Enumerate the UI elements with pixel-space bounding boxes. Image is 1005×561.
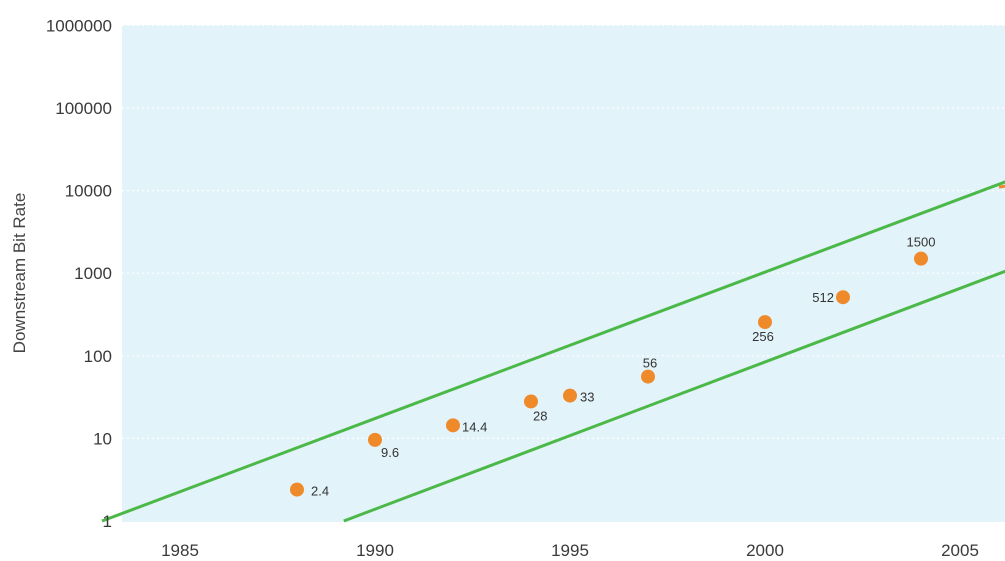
data-point	[446, 418, 460, 433]
trend-line	[101, 180, 1005, 523]
data-label: 9.6	[381, 445, 399, 460]
data-label: 14.4	[462, 419, 487, 434]
data-label: 256	[752, 329, 774, 344]
x-tick-label: 1985	[161, 541, 199, 560]
data-point	[290, 482, 304, 497]
data-point	[914, 251, 928, 266]
x-tick-label: 1995	[551, 541, 589, 560]
y-tick-label: 10	[93, 429, 112, 448]
data-point	[641, 369, 655, 384]
data-label: 2.4	[311, 484, 329, 499]
y-axis-label: Downstream Bit Rate	[10, 193, 29, 354]
data-label: 1500	[907, 235, 936, 250]
x-tick-label: 2000	[746, 541, 784, 560]
trend-lines	[101, 180, 1005, 523]
y-tick-label: 1	[103, 512, 112, 531]
y-tick-labels: 1 10 100 1000 10000 100000 1000000	[46, 16, 112, 531]
data-label: 28	[533, 408, 547, 423]
y-tick-label: 10000	[65, 182, 112, 201]
data-label: 33	[580, 390, 594, 405]
x-tick-labels: 198519901995200020052010201520202025	[161, 541, 979, 560]
trend-line	[343, 269, 1005, 523]
y-tick-label: 100000	[55, 99, 112, 118]
data-label: 512	[812, 290, 834, 305]
y-tick-label: 100	[84, 347, 112, 366]
data-point	[758, 315, 772, 330]
data-point	[836, 290, 850, 305]
y-tick-label: 1000	[74, 264, 112, 283]
x-tick-label: 1990	[356, 541, 394, 560]
x-tick-label: 2005	[941, 541, 979, 560]
data-point	[563, 388, 577, 403]
data-points: 2.49.614.4283356256512150010 Mbit/s100 M…	[290, 235, 936, 499]
data-point	[524, 394, 538, 409]
y-tick-label: 1000000	[46, 16, 112, 35]
data-point	[368, 432, 382, 447]
data-label: 56	[643, 356, 657, 371]
